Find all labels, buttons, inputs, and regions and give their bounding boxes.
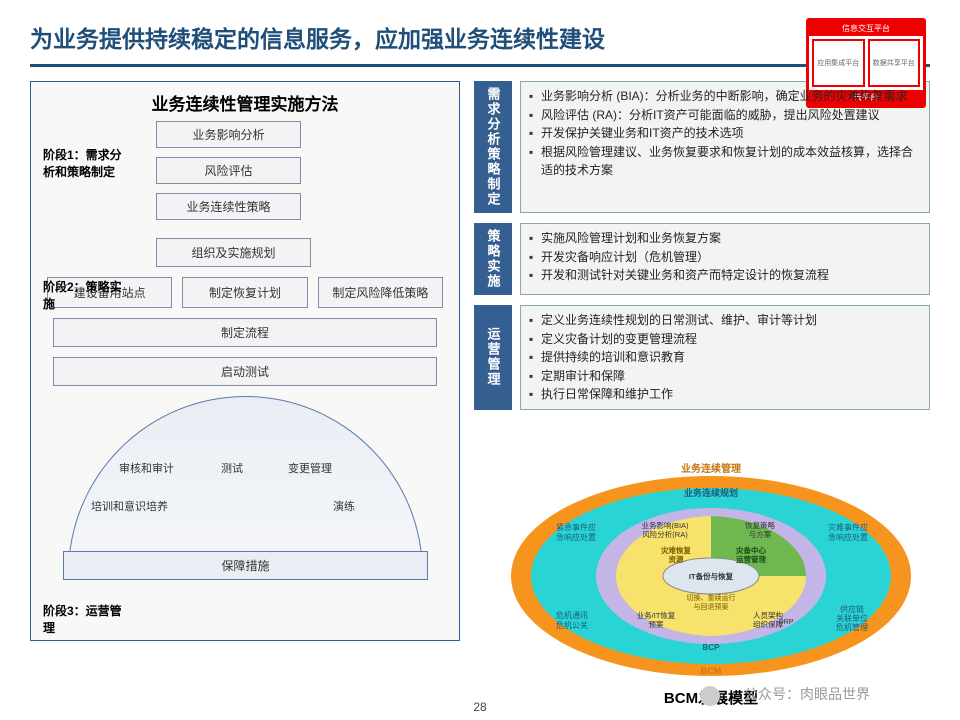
svg-text:业务连续规划: 业务连续规划 <box>684 487 738 498</box>
svg-text:危机公关: 危机公关 <box>556 620 588 630</box>
svg-text:BCM: BCM <box>701 666 722 676</box>
arc-base: 保障措施 <box>63 551 428 580</box>
svg-text:DRP: DRP <box>779 619 794 626</box>
svg-text:IT备份与恢复: IT备份与恢复 <box>689 571 734 581</box>
svg-text:业务影响(BIA): 业务影响(BIA) <box>641 520 689 530</box>
page-title: 为业务提供持续稳定的信息服务，应加强业务连续性建设 <box>30 20 605 54</box>
info-item: 实施风险管理计划和业务恢复方案 <box>529 229 921 248</box>
svg-text:与方案: 与方案 <box>749 529 772 539</box>
arc-label: 测试 <box>221 460 243 476</box>
logo-left: 应用集成平台 <box>812 39 865 87</box>
svg-text:运营管理: 运营管理 <box>736 554 766 564</box>
bcm-model: 业务连续管理 业务连续规划 紧急事件应 急响应处置 灾难事件应 急响应处置 危机… <box>496 458 926 706</box>
title-underline <box>30 64 930 67</box>
svg-text:危机管理: 危机管理 <box>836 622 868 632</box>
svg-text:急响应处置: 急响应处置 <box>556 532 596 542</box>
stage2-mid: 制定流程 <box>53 318 437 347</box>
svg-text:灾难事件应: 灾难事件应 <box>828 522 868 532</box>
svg-text:预案: 预案 <box>649 619 664 629</box>
svg-text:恢复策略: 恢复策略 <box>745 520 775 530</box>
stage1-box: 风险评估 <box>156 157 301 184</box>
svg-text:灾备中心: 灾备中心 <box>736 545 766 555</box>
svg-text:关联单位: 关联单位 <box>836 613 868 623</box>
svg-text:与回退预案: 与回退预案 <box>694 602 729 611</box>
info-item: 定义灾备计划的变更管理流程 <box>529 330 921 349</box>
info-item: 开发保护关键业务和IT资产的技术选项 <box>529 124 921 143</box>
info-item: 执行日常保障和维护工作 <box>529 385 921 404</box>
svg-text:紧急事件应: 紧急事件应 <box>556 522 596 532</box>
stage2-box: 制定恢复计划 <box>182 277 307 308</box>
stage3-label: 阶段3：运营管理 <box>43 602 133 636</box>
info-item: 根据风险管理建议、业务恢复要求和恢复计划的成本效益核算，选择合适的技术方案 <box>529 143 921 180</box>
vtab-2: 策略实施 <box>474 223 512 295</box>
info-row-1: 需求分析策略制定 业务影响分析 (BIA)：分析业务的中断影响，确定业务的灾难恢… <box>474 81 930 213</box>
bcm-outer: 业务连续管理 <box>681 462 741 475</box>
info-row-2: 策略实施 实施风险管理计划和业务恢复方案 开发灾备响应计划（危机管理） 开发和测… <box>474 223 930 295</box>
info-item: 开发和测试针对关键业务和资产而特定设计的恢复流程 <box>529 266 921 285</box>
logo-right: 数据共享平台 <box>868 39 921 87</box>
info-item: 业务影响分析 (BIA)：分析业务的中断影响，确定业务的灾难恢复需求 <box>529 87 921 106</box>
arc-label: 审核和审计 <box>119 460 174 476</box>
stage2-top: 组织及实施规划 <box>156 238 311 267</box>
watermark: 公众号：肉眼品世界 <box>744 684 870 704</box>
info-item: 定义业务连续性规划的日常测试、维护、审计等计划 <box>529 311 921 330</box>
stage1-box: 业务连续性策略 <box>156 193 301 220</box>
wechat-icon <box>700 686 720 706</box>
info-row-3: 运营管理 定义业务连续性规划的日常测试、维护、审计等计划 定义灾备计划的变更管理… <box>474 305 930 410</box>
vtab-1: 需求分析策略制定 <box>474 81 512 213</box>
arc-label: 演练 <box>333 498 355 514</box>
stage2-label: 阶段2：策略实施 <box>43 278 133 312</box>
stage1-box: 业务影响分析 <box>156 121 301 148</box>
svg-text:风险分析(RA): 风险分析(RA) <box>642 529 688 539</box>
svg-text:BCP: BCP <box>703 643 721 652</box>
arc-diagram: 审核和审计 测试 变更管理 培训和意识培养 演练 保障措施 <box>41 396 449 546</box>
svg-text:灾难恢复: 灾难恢复 <box>661 545 691 555</box>
logo-top: 信息交互平台 <box>809 21 923 36</box>
svg-text:急响应处置: 急响应处置 <box>828 532 868 542</box>
svg-text:危机通讯: 危机通讯 <box>556 610 588 620</box>
svg-text:资源: 资源 <box>669 554 684 564</box>
stage2-bot: 启动测试 <box>53 357 437 386</box>
left-panel: 业务连续性管理实施方法 阶段1：需求分析和策略制定 阶段2：策略实施 阶段3：运… <box>30 81 460 641</box>
svg-text:供应链: 供应链 <box>840 604 864 614</box>
info-item: 定期审计和保障 <box>529 367 921 386</box>
left-heading: 业务连续性管理实施方法 <box>41 88 449 121</box>
arc-label: 变更管理 <box>288 460 332 476</box>
info-item: 开发灾备响应计划（危机管理） <box>529 248 921 267</box>
page-number: 28 <box>473 700 486 714</box>
stage2-box: 制定风险降低策略 <box>318 277 443 308</box>
svg-text:业务/IT恢复: 业务/IT恢复 <box>637 610 676 620</box>
info-item: 风险评估 (RA)：分析IT资产可能面临的威胁，提出风险处置建议 <box>529 106 921 125</box>
info-item: 提供持续的培训和意识教育 <box>529 348 921 367</box>
arc-label: 培训和意识培养 <box>91 498 168 514</box>
stage1-label: 阶段1：需求分析和策略制定 <box>43 146 133 180</box>
svg-text:切换、重续运行: 切换、重续运行 <box>687 593 736 602</box>
vtab-3: 运营管理 <box>474 305 512 410</box>
